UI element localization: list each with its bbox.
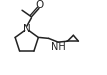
Text: NH: NH [51, 42, 65, 52]
Text: N: N [23, 24, 31, 34]
Text: O: O [36, 0, 44, 10]
